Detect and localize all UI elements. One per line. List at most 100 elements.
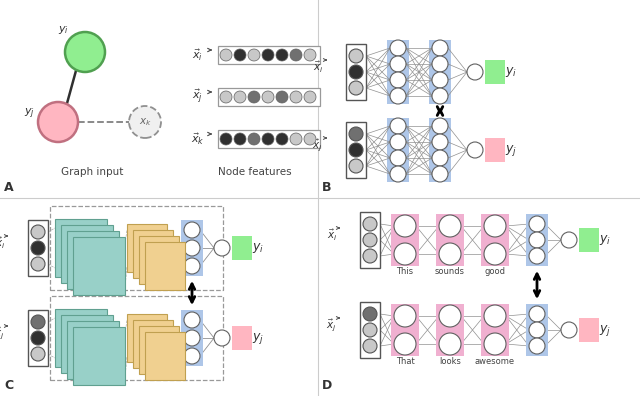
Circle shape — [248, 133, 260, 145]
Text: $y_i$: $y_i$ — [252, 241, 264, 255]
Bar — [133, 320, 173, 368]
Bar — [127, 224, 167, 272]
Text: looks: looks — [439, 358, 461, 367]
Circle shape — [561, 232, 577, 248]
Circle shape — [390, 88, 406, 104]
Circle shape — [529, 248, 545, 264]
Circle shape — [290, 49, 302, 61]
Circle shape — [304, 49, 316, 61]
Circle shape — [484, 305, 506, 327]
Circle shape — [484, 215, 506, 237]
Text: good: good — [484, 268, 506, 276]
Text: $y_j$: $y_j$ — [24, 107, 35, 121]
Text: $x_j$: $x_j$ — [52, 115, 63, 129]
Circle shape — [234, 91, 246, 103]
Bar — [391, 304, 419, 356]
Circle shape — [363, 323, 377, 337]
Bar — [526, 304, 548, 356]
Bar — [218, 46, 320, 64]
Text: $y_j$: $y_j$ — [252, 331, 264, 345]
Bar — [346, 122, 366, 178]
Circle shape — [304, 91, 316, 103]
Circle shape — [467, 64, 483, 80]
Circle shape — [529, 232, 545, 248]
Circle shape — [220, 133, 232, 145]
Circle shape — [394, 333, 416, 355]
Circle shape — [349, 159, 363, 173]
Circle shape — [349, 143, 363, 157]
Bar — [232, 326, 252, 350]
Bar — [387, 118, 409, 182]
Bar — [67, 321, 119, 379]
Text: $x_i$: $x_i$ — [79, 46, 90, 58]
Text: $y_j$: $y_j$ — [505, 143, 517, 158]
Circle shape — [390, 72, 406, 88]
Text: A: A — [4, 181, 13, 194]
Circle shape — [432, 56, 448, 72]
Circle shape — [38, 102, 78, 142]
Bar — [55, 219, 107, 277]
Bar — [485, 138, 505, 162]
Circle shape — [432, 166, 448, 182]
Circle shape — [262, 133, 274, 145]
Circle shape — [432, 40, 448, 56]
Bar — [28, 310, 48, 366]
Bar — [346, 44, 366, 100]
Circle shape — [276, 133, 288, 145]
Circle shape — [304, 133, 316, 145]
Text: $y_i$: $y_i$ — [505, 65, 517, 79]
Circle shape — [529, 306, 545, 322]
Bar — [73, 327, 125, 385]
Bar — [55, 309, 107, 367]
Bar — [139, 326, 179, 374]
Text: sounds: sounds — [435, 268, 465, 276]
Text: $\vec{x}_{j}$: $\vec{x}_{j}$ — [312, 137, 323, 153]
Circle shape — [363, 307, 377, 321]
Text: $\vec{x}_{i}$: $\vec{x}_{i}$ — [0, 235, 5, 251]
Circle shape — [214, 330, 230, 346]
Circle shape — [248, 91, 260, 103]
Circle shape — [561, 322, 577, 338]
Circle shape — [184, 348, 200, 364]
Bar — [579, 228, 599, 252]
Bar — [61, 315, 113, 373]
Circle shape — [220, 91, 232, 103]
Circle shape — [31, 347, 45, 361]
Bar — [145, 242, 185, 290]
Circle shape — [529, 338, 545, 354]
Circle shape — [184, 312, 200, 328]
Circle shape — [529, 322, 545, 338]
Circle shape — [262, 91, 274, 103]
Circle shape — [290, 91, 302, 103]
Circle shape — [432, 118, 448, 134]
Bar — [67, 231, 119, 289]
Circle shape — [184, 258, 200, 274]
Bar — [436, 304, 464, 356]
Circle shape — [390, 134, 406, 150]
Circle shape — [390, 40, 406, 56]
Circle shape — [234, 133, 246, 145]
Text: Graph input: Graph input — [61, 167, 123, 177]
Circle shape — [184, 222, 200, 238]
Bar — [181, 220, 203, 276]
Text: $x_k$: $x_k$ — [139, 116, 152, 128]
Circle shape — [394, 305, 416, 327]
Bar — [218, 130, 320, 148]
Circle shape — [439, 305, 461, 327]
Circle shape — [65, 32, 105, 72]
Bar — [61, 225, 113, 283]
Circle shape — [349, 65, 363, 79]
Bar — [127, 314, 167, 362]
Circle shape — [363, 249, 377, 263]
Circle shape — [363, 339, 377, 353]
Circle shape — [432, 88, 448, 104]
Bar — [73, 237, 125, 295]
Bar — [481, 304, 509, 356]
Circle shape — [234, 49, 246, 61]
Circle shape — [31, 257, 45, 271]
Bar — [579, 318, 599, 342]
Bar — [485, 60, 505, 84]
Circle shape — [390, 56, 406, 72]
Text: $\vec{x}_{j}$: $\vec{x}_{j}$ — [0, 325, 5, 341]
Circle shape — [214, 240, 230, 256]
